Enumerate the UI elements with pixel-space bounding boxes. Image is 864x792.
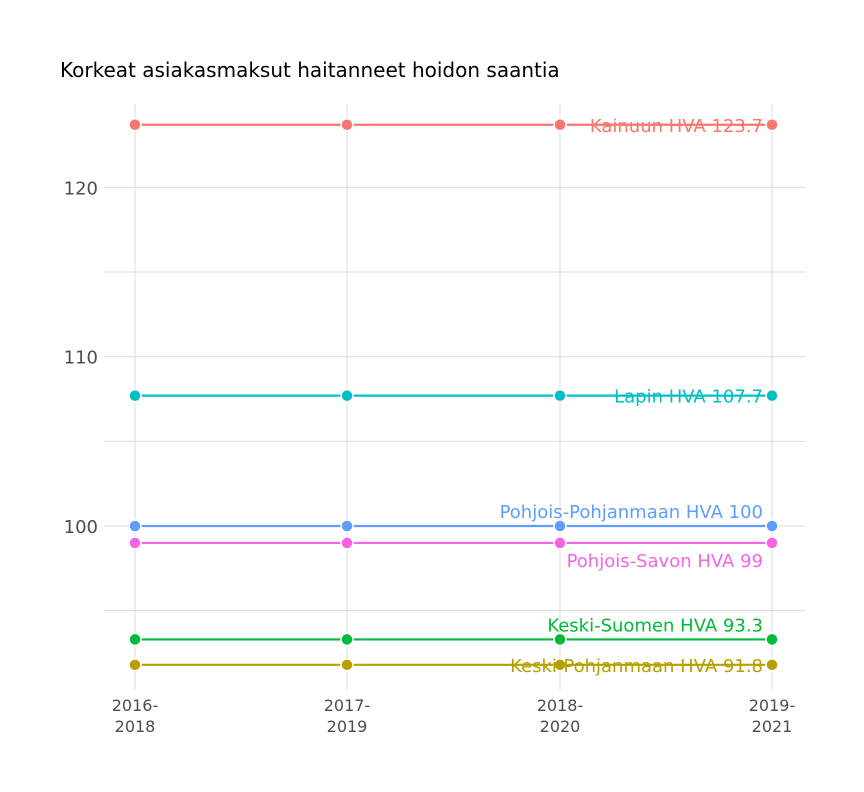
data-point (765, 118, 779, 132)
data-point (553, 632, 567, 647)
x-tick-label: 2016-2018 (112, 696, 159, 736)
data-point (340, 118, 354, 132)
data-point (340, 388, 354, 403)
data-point (340, 536, 354, 550)
chart-title: Korkeat asiakasmaksut haitanneet hoidon … (60, 58, 560, 82)
data-point (765, 388, 779, 403)
x-tick-label: 2017-2019 (324, 696, 371, 736)
data-point (128, 519, 142, 533)
series-keski-pohjanmaan-hva: Keski-Pohjanmaan HVA 91.8 (128, 656, 779, 677)
y-tick-label: 100 (64, 517, 98, 538)
series-kainuun-hva: Kainuun HVA 123.7 (128, 116, 779, 137)
series-label: Keski-Suomen HVA 93.3 (547, 615, 763, 636)
data-point (765, 519, 779, 533)
x-tick-label: 2018-2020 (537, 696, 584, 736)
data-point (553, 658, 567, 672)
data-point (553, 388, 567, 403)
y-axis-tick-labels: 100 110 120 (64, 178, 98, 538)
data-point (128, 118, 142, 132)
data-point (553, 118, 567, 132)
series-label: Lapin HVA 107.7 (614, 387, 763, 408)
data-point (128, 632, 142, 647)
series-group: Kainuun HVA 123.7 Lapin HVA 107.7 Pohjois-… (128, 116, 779, 677)
series-label: Keski-Pohjanmaan HVA 91.8 (510, 656, 763, 677)
series-label: Kainuun HVA 123.7 (590, 116, 763, 137)
series-keski-suomen-hva: Keski-Suomen HVA 93.3 (128, 615, 779, 647)
data-point (340, 632, 354, 647)
y-tick-label: 110 (64, 348, 98, 369)
data-point (553, 536, 567, 550)
series-label: Pohjois-Savon HVA 99 (567, 551, 763, 572)
data-point (340, 519, 354, 533)
data-point (128, 658, 142, 672)
data-point (340, 658, 354, 672)
x-axis-tick-labels: 2016-2018 2017-2019 2018-2020 2019-2021 (112, 696, 796, 736)
series-lapin-hva: Lapin HVA 107.7 (128, 387, 779, 408)
x-tick-label: 2019-2021 (749, 696, 796, 736)
data-point (553, 519, 567, 533)
data-point (765, 658, 779, 672)
series-pohjois-savon-hva: Pohjois-Savon HVA 99 (128, 536, 779, 572)
data-point (765, 632, 779, 647)
y-tick-label: 120 (64, 178, 98, 199)
series-pohjois-pohjanmaan-hva: Pohjois-Pohjanmaan HVA 100 (128, 502, 779, 533)
series-label: Pohjois-Pohjanmaan HVA 100 (500, 502, 763, 523)
data-point (765, 536, 779, 550)
data-point (128, 536, 142, 550)
data-point (128, 388, 142, 403)
